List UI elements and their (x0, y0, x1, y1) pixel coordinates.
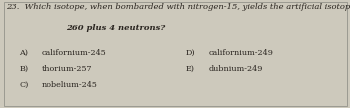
Text: thorium-257: thorium-257 (42, 65, 92, 73)
Text: A): A) (19, 49, 28, 57)
Text: C): C) (19, 81, 29, 89)
Text: B): B) (19, 65, 28, 73)
Text: 23.  Which isotope, when bombarded with nitrogen-15, yields the artificial isoto: 23. Which isotope, when bombarded with n… (6, 3, 350, 11)
Text: californium-249: californium-249 (208, 49, 273, 57)
Text: californium-245: californium-245 (42, 49, 107, 57)
Text: D): D) (186, 49, 195, 57)
Text: 260 plus 4 neutrons?: 260 plus 4 neutrons? (66, 24, 166, 32)
Text: nobelium-245: nobelium-245 (42, 81, 98, 89)
Text: dubnium-249: dubnium-249 (208, 65, 262, 73)
Text: E): E) (186, 65, 195, 73)
